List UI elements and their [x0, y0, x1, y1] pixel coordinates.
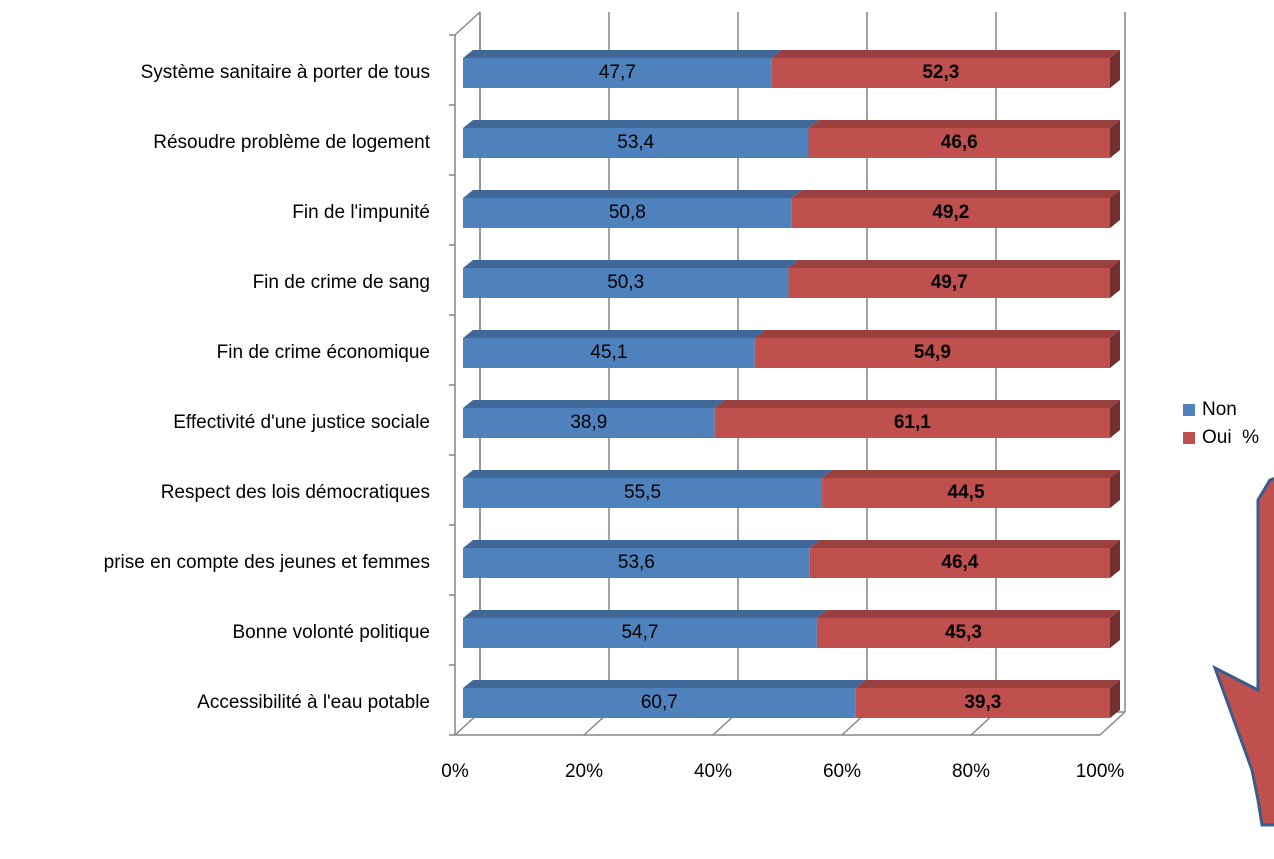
bar-top — [463, 120, 819, 128]
y-tick-label: Fin de crime de sang — [253, 272, 430, 293]
bar — [463, 548, 810, 578]
bar-side — [1110, 400, 1120, 438]
data-label: 49,7 — [931, 272, 968, 293]
y-tick-label: Respect des lois démocratiques — [161, 482, 430, 503]
bar — [463, 58, 772, 88]
data-label: 52,3 — [922, 62, 959, 83]
bar-top — [808, 120, 1120, 128]
arrow-shape — [1212, 477, 1274, 827]
bar-top — [463, 470, 833, 478]
data-label: 50,3 — [607, 272, 644, 293]
bar — [771, 58, 1110, 88]
data-label: 45,3 — [945, 622, 982, 643]
data-label: 49,2 — [932, 202, 969, 223]
bar — [808, 128, 1110, 158]
bar-top — [463, 400, 725, 408]
bar-top — [463, 50, 782, 58]
bar — [822, 478, 1110, 508]
y-tick-label: Fin de crime économique — [217, 342, 430, 363]
data-label: 53,6 — [618, 552, 655, 573]
bar-top — [463, 540, 820, 548]
bar-side — [1110, 260, 1120, 298]
y-tick-label: Bonne volonté politique — [232, 622, 430, 643]
x-tick-label: 20% — [565, 761, 603, 782]
grid-line — [1099, 711, 1126, 736]
legend-label: Non — [1202, 399, 1237, 420]
bar-top — [771, 50, 1120, 58]
bar-top — [463, 190, 802, 198]
bar — [816, 618, 1110, 648]
data-label: 39,3 — [964, 692, 1001, 713]
x-tick-label: 100% — [1076, 761, 1125, 782]
bar-side — [1110, 680, 1120, 718]
bar — [463, 408, 715, 438]
bar-top — [754, 330, 1120, 338]
data-label: 50,8 — [609, 202, 646, 223]
bar — [714, 408, 1110, 438]
bar-top — [791, 190, 1120, 198]
bar-top — [816, 610, 1120, 618]
data-label: 61,1 — [894, 412, 931, 433]
data-label: 54,7 — [621, 622, 658, 643]
bar-top — [463, 610, 827, 618]
data-label: 44,5 — [948, 482, 985, 503]
x-tick-label: 40% — [694, 761, 732, 782]
bar-side — [1110, 50, 1120, 88]
legend-swatch — [1183, 404, 1195, 416]
legend-label: Oui % — [1202, 427, 1259, 448]
y-tick-label: Fin de l'impunité — [292, 202, 430, 223]
data-label: 55,5 — [624, 482, 661, 503]
bar-top — [855, 680, 1120, 688]
bar-top — [463, 680, 866, 688]
x-tick-label: 60% — [823, 761, 861, 782]
bar-side — [1110, 470, 1120, 508]
bar — [463, 268, 789, 298]
x-tick-label: 0% — [441, 761, 469, 782]
x-tick-label: 80% — [952, 761, 990, 782]
data-label: 47,7 — [599, 62, 636, 83]
axis-line — [454, 11, 481, 36]
y-tick-label: prise en compte des jeunes et femmes — [104, 552, 430, 573]
bar-top — [809, 540, 1120, 548]
data-label: 45,1 — [590, 342, 627, 363]
bar — [463, 338, 755, 368]
bar — [754, 338, 1110, 368]
bar — [463, 618, 817, 648]
data-label: 46,4 — [941, 552, 978, 573]
bar-side — [1110, 540, 1120, 578]
data-label: 54,9 — [914, 342, 951, 363]
bar — [809, 548, 1110, 578]
data-label: 38,9 — [570, 412, 607, 433]
bar-top — [714, 400, 1120, 408]
bar-side — [1110, 330, 1120, 368]
bar — [463, 478, 823, 508]
y-tick-label: Effectivité d'une justice sociale — [173, 412, 430, 433]
bar — [463, 198, 792, 228]
y-tick-label: Système sanitaire à porter de tous — [141, 62, 430, 83]
bar-top — [788, 260, 1120, 268]
y-tick-label: Résoudre problème de logement — [153, 132, 430, 153]
bar — [788, 268, 1110, 298]
bar-top — [463, 330, 765, 338]
data-label: 46,6 — [941, 132, 978, 153]
bar-top — [463, 260, 799, 268]
data-label: 60,7 — [641, 692, 678, 713]
bar-side — [1110, 190, 1120, 228]
y-tick-label: Accessibilité à l'eau potable — [197, 692, 430, 713]
legend-swatch — [1183, 432, 1195, 444]
bar — [463, 688, 856, 718]
bar — [791, 198, 1110, 228]
bar — [463, 128, 809, 158]
bar-side — [1110, 120, 1120, 158]
bar — [855, 688, 1110, 718]
data-label: 53,4 — [617, 132, 654, 153]
bar-side — [1110, 610, 1120, 648]
bar-top — [822, 470, 1120, 478]
